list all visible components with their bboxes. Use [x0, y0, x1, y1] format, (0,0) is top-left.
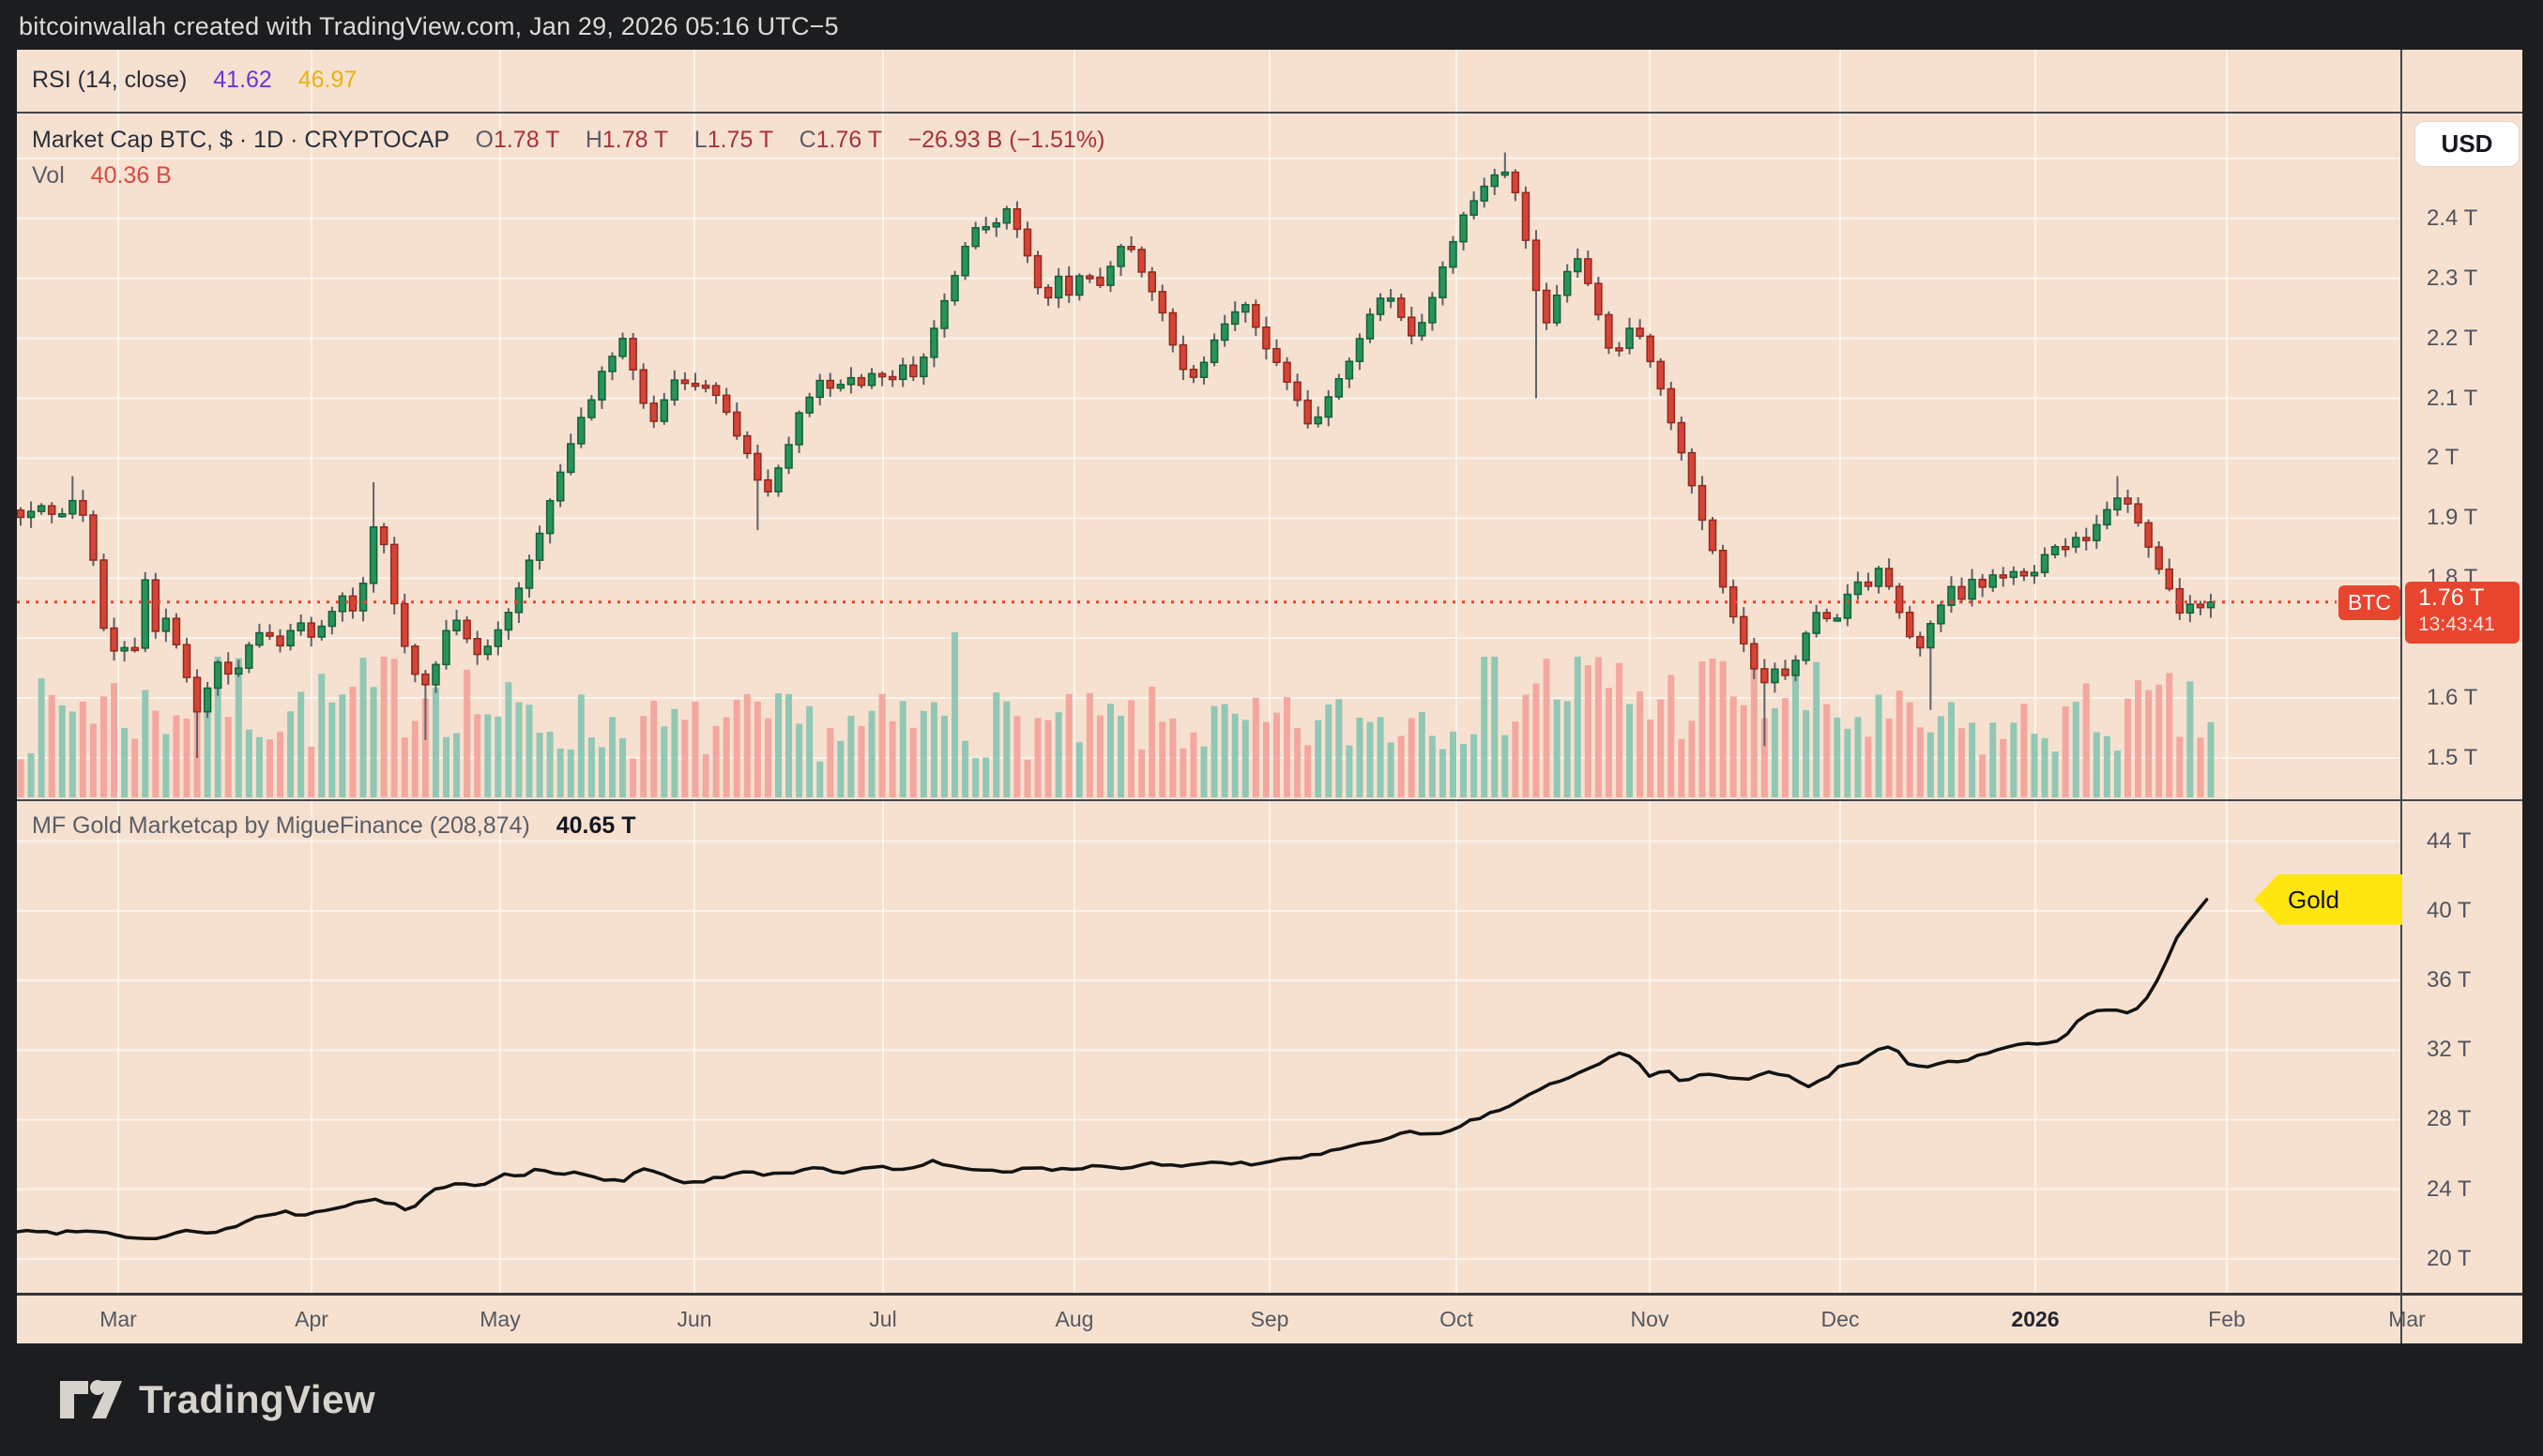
currency-toggle-button[interactable]: USD [2415, 122, 2519, 166]
open-value: 1.78 T [493, 127, 559, 153]
time-tick-label: Oct [1439, 1307, 1473, 1331]
open-label: O [475, 127, 494, 153]
symbol-legend: Market Cap BTC, $ · 1D · CRYPTOCAP O1.78… [32, 127, 1104, 154]
high-label: H [585, 127, 602, 153]
gold-mkcap-callout: Gold Mkcap [2254, 873, 2402, 925]
price-tick-label: 2 T [2427, 445, 2459, 471]
tradingview-logo-icon [60, 1380, 122, 1418]
close-value: 1.76 T [815, 127, 882, 153]
price-tick-label: 2.4 T [2427, 205, 2478, 231]
price-tick-label: 2.1 T [2427, 385, 2478, 411]
pane-separator[interactable] [17, 112, 2522, 114]
gold-tick-label: 36 T [2427, 967, 2472, 993]
gold-legend: MF Gold Marketcap by MigueFinance (208,8… [32, 812, 636, 840]
gold-legend-title: MF Gold Marketcap by MigueFinance (208,8… [32, 812, 530, 839]
time-tick-label: Feb [2208, 1307, 2246, 1331]
last-price-value: 1.76 T [2418, 584, 2485, 611]
price-tick-label: 2.2 T [2427, 325, 2478, 351]
time-tick-label: Dec [1820, 1307, 1860, 1331]
symbol-title: Market Cap BTC, $ · 1D · CRYPTOCAP [32, 127, 449, 153]
rsi-canvas[interactable] [17, 50, 2400, 112]
time-tick-label: Mar [2388, 1307, 2426, 1331]
tradingview-logo-text: TradingView [139, 1377, 376, 1421]
time-axis[interactable]: Mar Apr May Jun Jul Aug Sep Oct Nov Dec 2026 Feb Mar [17, 1296, 2522, 1343]
rsi-value-2: 46.97 [297, 67, 358, 93]
gold-tick-label: 32 T [2427, 1037, 2472, 1063]
time-tick-label: Apr [295, 1307, 328, 1331]
price-tick-label: 1.6 T [2427, 685, 2478, 710]
last-price-axis-label: 1.76 T 13:43:41 [2405, 581, 2520, 644]
footer-bar: TradingView [0, 1343, 2543, 1456]
gold-marketcap-pane[interactable]: MF Gold Marketcap by MigueFinance (208,8… [17, 801, 2400, 1293]
pane-separator[interactable] [17, 799, 2522, 801]
gold-tick-label: 20 T [2427, 1245, 2472, 1271]
price-tick-label: 2.3 T [2427, 265, 2478, 291]
gold-legend-value: 40.65 T [556, 812, 636, 839]
time-tick-label: Jul [869, 1307, 897, 1331]
candlestick-canvas[interactable] [17, 114, 2400, 799]
time-tick-label: May [480, 1307, 521, 1331]
btc-price-flag: BTC [2338, 584, 2400, 620]
change-value: −26.93 B (−1.51%) [907, 127, 1105, 153]
rsi-title: RSI [32, 67, 71, 93]
attribution-text: bitcoinwallah created with TradingView.c… [19, 12, 839, 40]
chart-widget: RSI (14, close) 41.62 46.97 Market Cap B… [17, 50, 2522, 1343]
volume-value: 40.36 B [90, 162, 172, 189]
pane-separator [17, 1293, 2522, 1296]
gold-tick-label: 24 T [2427, 1175, 2472, 1202]
price-tick-label: 1.9 T [2427, 505, 2478, 531]
btc-marketcap-pane[interactable]: Market Cap BTC, $ · 1D · CRYPTOCAP O1.78… [17, 114, 2400, 799]
gold-tick-label: 28 T [2427, 1106, 2472, 1132]
gold-tick-label: 40 T [2427, 897, 2472, 923]
high-value: 1.78 T [601, 127, 668, 153]
time-tick-label: Sep [1250, 1307, 1289, 1331]
time-tick-label: Nov [1630, 1307, 1669, 1331]
low-value: 1.75 T [707, 127, 773, 153]
time-tick-label: Aug [1055, 1307, 1094, 1331]
volume-legend: Vol 40.36 B [32, 162, 172, 190]
price-tick-label: 1.5 T [2427, 744, 2478, 770]
bar-countdown: 13:43:41 [2418, 613, 2495, 635]
time-tick-label: 2026 [2011, 1307, 2060, 1331]
attribution-bar: bitcoinwallah created with TradingView.c… [0, 0, 2543, 50]
volume-label: Vol [32, 162, 65, 189]
rsi-legend: RSI (14, close) 41.62 46.97 [32, 67, 357, 94]
gold-line-canvas[interactable] [17, 801, 2400, 1293]
rsi-pane[interactable]: RSI (14, close) 41.62 46.97 [17, 50, 2400, 112]
rsi-params: (14, close) [77, 67, 188, 93]
time-tick-label: Jun [677, 1307, 712, 1331]
time-tick-label: Mar [99, 1307, 137, 1331]
rsi-value-1: 41.62 [213, 67, 272, 93]
gold-tick-label: 44 T [2427, 827, 2472, 854]
tradingview-logo[interactable]: TradingView [58, 1343, 375, 1456]
low-label: L [693, 127, 708, 153]
close-label: C [799, 127, 816, 153]
